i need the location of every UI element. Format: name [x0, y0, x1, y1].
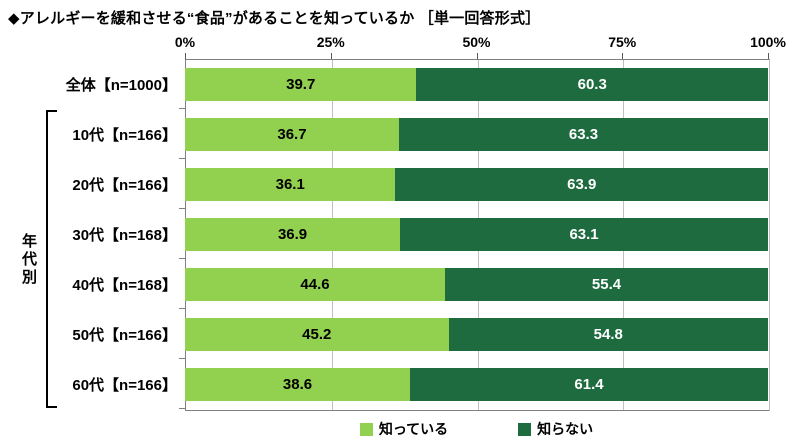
bar-segment-aware: 36.9: [185, 217, 401, 251]
bar-value-label: 55.4: [591, 275, 622, 293]
chart-rows: 全体【n=1000】 39.7 60.3 10代【n=166】 36.7 63.3 20代【…: [0, 59, 768, 409]
x-axis-tick-marks: [185, 53, 769, 59]
tick-mark: [476, 53, 478, 59]
bar-segment-aware: 36.7: [185, 117, 399, 151]
bar-value-label: 44.6: [300, 275, 330, 293]
bar-track: 38.6 61.4: [185, 367, 768, 401]
row-label: 全体【n=1000】: [65, 76, 177, 94]
x-axis-labels: 0% 25% 50% 75% 100%: [175, 34, 786, 52]
x-axis-tick-label-50: 50%: [462, 34, 491, 50]
chart-row: 50代【n=166】 45.2 54.8: [0, 309, 768, 359]
bar-segment-unaware: 63.9: [395, 167, 768, 201]
row-label: 40代【n=168】: [72, 276, 177, 294]
x-axis-tick-label-25: 25%: [316, 34, 345, 50]
legend-label-unaware: 知らない: [537, 421, 594, 437]
bar-segment-unaware: 63.3: [398, 117, 768, 151]
chart-row: 30代【n=168】 36.9 63.1: [0, 209, 768, 259]
bar-track: 44.6 55.4: [185, 267, 768, 301]
bar-segment-unaware: 55.4: [445, 267, 768, 301]
bar-value-label: 36.9: [277, 225, 308, 243]
row-label: 20代【n=166】: [72, 176, 177, 194]
bar-segment-unaware: 54.8: [448, 317, 768, 351]
bar-segment-aware: 44.6: [185, 267, 446, 301]
age-group-bracket: [46, 110, 57, 408]
legend-swatch-aware: [359, 422, 373, 436]
bar-value-label: 36.1: [275, 175, 305, 193]
legend-label-aware: 知っている: [378, 421, 449, 437]
bar-value-label: 36.7: [277, 125, 307, 143]
bar-segment-aware: 39.7: [185, 67, 417, 101]
tick-mark: [330, 53, 332, 59]
x-axis-tick-label-75: 75%: [608, 34, 637, 50]
legend-swatch-unaware: [518, 422, 532, 436]
bar-value-label: 38.6: [282, 375, 313, 393]
bar-value-label: 63.1: [569, 225, 599, 243]
chart-row: 60代【n=166】 38.6 61.4: [0, 359, 768, 409]
chart-row: 10代【n=166】 36.7 63.3: [0, 109, 768, 159]
bar-segment-aware: 38.6: [185, 367, 411, 401]
legend-item-aware: 知っている: [359, 419, 449, 439]
chart-row: 全体【n=1000】 39.7 60.3: [0, 59, 768, 109]
bar-value-label: 54.8: [593, 325, 623, 343]
bar-track: 39.7 60.3: [185, 67, 768, 101]
legend: 知っている 知らない: [185, 419, 768, 439]
legend-item-unaware: 知らない: [518, 419, 593, 439]
row-label: 50代【n=166】: [72, 326, 177, 344]
x-axis-tick-label-100: 100%: [750, 34, 786, 50]
bar-value-label: 61.4: [574, 375, 604, 393]
x-axis-tick-label-0: 0%: [174, 34, 196, 50]
bar-value-label: 45.2: [302, 325, 332, 343]
bar-value-label: 63.3: [568, 125, 599, 143]
age-group-label: 年代別: [20, 233, 37, 287]
tick-mark: [185, 53, 186, 59]
chart-title: ◆アレルギーを緩和させる“食品”があることを知っているか ［単一回答形式］: [8, 10, 541, 27]
row-label: 60代【n=166】: [72, 376, 177, 394]
bar-value-label: 60.3: [577, 75, 607, 93]
tick-mark: [768, 53, 769, 59]
bar-segment-unaware: 61.4: [410, 367, 768, 401]
chart-row: 20代【n=166】 36.1 63.9: [0, 159, 768, 209]
row-label: 30代【n=168】: [72, 226, 177, 244]
row-label: 10代【n=166】: [72, 126, 177, 144]
chart-row: 40代【n=168】 44.6 55.4: [0, 259, 768, 309]
bar-value-label: 39.7: [286, 75, 316, 93]
bar-track: 36.7 63.3: [185, 117, 768, 151]
bar-track: 36.1 63.9: [185, 167, 768, 201]
bar-segment-unaware: 63.1: [400, 217, 768, 251]
bar-track: 45.2 54.8: [185, 317, 768, 351]
bar-value-label: 63.9: [567, 175, 597, 193]
bar-segment-unaware: 60.3: [416, 67, 768, 101]
bar-track: 36.9 63.1: [185, 217, 768, 251]
bar-segment-aware: 36.1: [185, 167, 396, 201]
tick-mark: [622, 53, 624, 59]
bar-segment-aware: 45.2: [185, 317, 449, 351]
